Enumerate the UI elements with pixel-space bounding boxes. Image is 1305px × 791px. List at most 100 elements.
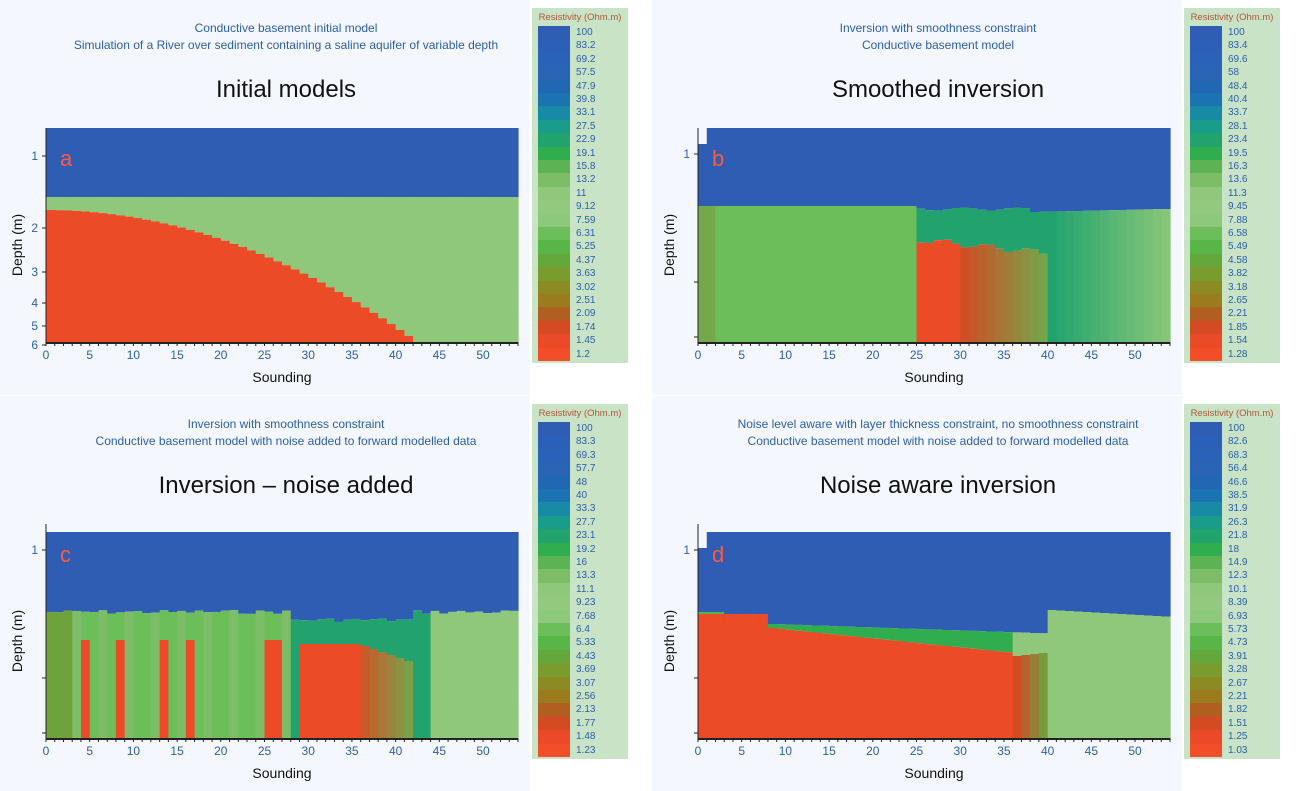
colorbar-label: 7.68 (576, 610, 596, 622)
sounding-column-top (872, 128, 883, 206)
colorbar-swatch (1190, 542, 1222, 557)
sounding-column-top (369, 128, 379, 197)
colorbar: Resistivity (Ohm.m) 100 83.3 69.3 57.7 48 40 33… (532, 404, 628, 759)
sounding-column-top (54, 532, 65, 613)
colorbar-label: 1.54 (1228, 335, 1248, 347)
sounding-column-mid (282, 197, 292, 266)
sounding-column-mid (325, 618, 336, 644)
sounding-column-base (942, 239, 953, 342)
sounding-column-top (229, 532, 239, 611)
colorbar-swatch (1190, 716, 1222, 731)
sounding-column-top (1021, 532, 1031, 633)
sounding-column-top (715, 128, 725, 206)
sounding-column-mid (1161, 209, 1171, 342)
colorbar-label: 31.9 (1228, 503, 1248, 515)
sounding-column-base (308, 277, 318, 342)
sounding-column-mid (811, 206, 821, 342)
sounding-column-top (715, 532, 725, 612)
sounding-column-top (1038, 532, 1049, 634)
sounding-column-top (934, 532, 944, 630)
colorbar-label: 11.1 (576, 583, 595, 595)
sounding-column-base (89, 212, 100, 342)
colorbar-label: 1.51 (1228, 717, 1248, 729)
sounding-column-mid (229, 197, 239, 244)
colorbar-swatch (1190, 106, 1222, 121)
sounding-column-top (794, 532, 804, 625)
sounding-column-base (80, 640, 91, 738)
sounding-column-mid (264, 611, 274, 640)
colorbar-label: 100 (1228, 27, 1245, 38)
colorbar-label: 27.5 (576, 120, 596, 132)
sounding-column-mid (715, 612, 725, 614)
sounding-column-top (413, 532, 423, 611)
colorbar-swatch (538, 703, 570, 718)
sounding-column-base (916, 242, 926, 342)
sounding-column-base (203, 235, 213, 342)
y-tick-label: 6 (31, 338, 38, 352)
colorbar-label: 1.45 (576, 335, 596, 347)
sounding-column-mid (1012, 207, 1023, 251)
sounding-column-top (732, 532, 743, 618)
sounding-column-mid (491, 197, 502, 342)
y-axis-label: Depth (m) (9, 610, 25, 672)
colorbar-label: 68.3 (1228, 449, 1248, 461)
sounding-column-mid (378, 197, 388, 319)
sounding-column-top (977, 532, 988, 632)
sounding-column-top (46, 532, 56, 612)
chart-subtitle-line: Conductive basement model with noise add… (747, 434, 1129, 448)
sounding-column-base (1038, 653, 1049, 738)
sounding-column-top (483, 532, 493, 614)
colorbar-label: 21.8 (1228, 530, 1248, 542)
x-tick-label: 35 (345, 348, 359, 362)
sounding-column-mid (500, 610, 510, 738)
colorbar-swatch (538, 582, 570, 597)
sounding-column-top (811, 532, 821, 626)
sounding-column-top (776, 532, 787, 625)
colorbar-label: 27.7 (576, 516, 596, 528)
colorbar-label: 2.56 (576, 691, 596, 702)
colorbar-label: 7.88 (1228, 214, 1248, 226)
sounding-column-top (404, 128, 414, 197)
chart-title: Inversion – noise added (158, 472, 414, 499)
colorbar-swatch (1190, 515, 1222, 530)
colorbar-label: 14.9 (1228, 557, 1248, 568)
sounding-column-top (759, 128, 769, 206)
colorbar-label: 6.93 (1228, 610, 1248, 622)
sounding-column-mid (968, 630, 979, 649)
sounding-column-base (369, 312, 379, 342)
colorbar-swatch (1190, 334, 1222, 349)
x-tick-label: 35 (345, 744, 359, 758)
colorbar-label: 18 (1228, 543, 1240, 555)
colorbar-label: 6.31 (576, 228, 596, 239)
sounding-column-top (282, 532, 292, 611)
sounding-column-top (829, 532, 839, 627)
sounding-column-mid (212, 197, 222, 238)
sounding-column-mid (890, 628, 900, 641)
sounding-column-top (995, 532, 1005, 632)
sounding-column-top (107, 532, 117, 614)
sounding-column-base (960, 247, 970, 342)
colorbar-swatch (1190, 609, 1222, 624)
sounding-column-top (238, 128, 248, 197)
sounding-column-mid (115, 197, 126, 216)
sounding-column-base (343, 644, 353, 738)
colorbar-swatch (1190, 93, 1222, 107)
colorbar-swatch (538, 529, 570, 544)
x-tick-label: 50 (1128, 744, 1142, 758)
sounding-column-mid (837, 206, 848, 342)
sounding-column-top (1108, 128, 1119, 211)
sounding-column-base (63, 210, 73, 342)
sounding-column-top (465, 532, 475, 613)
colorbar-swatch (538, 294, 570, 308)
sounding-column-top (995, 128, 1005, 210)
colorbar-swatch (538, 743, 570, 758)
sounding-column-top (820, 532, 830, 626)
sounding-column-top (89, 128, 100, 197)
sounding-column-mid (107, 613, 117, 738)
sounding-column-base (159, 640, 169, 738)
sounding-column-top (942, 128, 953, 210)
sounding-column-mid (107, 197, 117, 215)
colorbar-swatch (1190, 623, 1222, 637)
sounding-column-top (378, 128, 388, 197)
sounding-column-top (1152, 128, 1162, 210)
